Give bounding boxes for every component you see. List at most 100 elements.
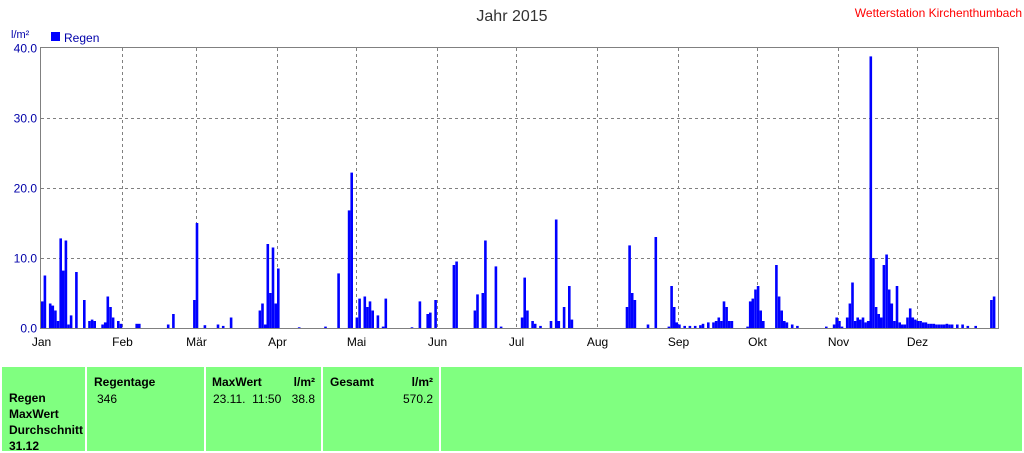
rain-bar	[722, 301, 726, 328]
rain-bar	[948, 324, 951, 328]
legend-label: Regen	[64, 31, 99, 45]
rain-bar	[347, 210, 351, 328]
rain-bar	[869, 56, 873, 329]
rain-bar	[838, 321, 841, 328]
maxwert-header: MaxWert	[212, 375, 262, 389]
rain-bar	[675, 322, 679, 328]
rain-bar	[885, 254, 888, 328]
rain-bar	[371, 310, 374, 328]
rain-bar	[825, 326, 828, 328]
rain-bar	[845, 317, 849, 328]
rain-bar	[832, 324, 836, 328]
rain-bar	[775, 265, 778, 328]
rain-bar	[777, 296, 781, 328]
plot-frame	[40, 47, 999, 329]
rain-bar	[476, 294, 479, 328]
rain-bar	[111, 317, 115, 328]
rain-bar	[630, 293, 634, 328]
rain-bar	[746, 326, 749, 328]
rain-bar	[43, 275, 47, 328]
rain-chart: Jahr 2015 Wetterstation Kirchenthumbach …	[11, 6, 1022, 349]
rain-bar	[853, 321, 857, 328]
rain-bar	[937, 324, 941, 328]
x-axis-ticks: Jan Feb Mär Apr Mai Jun Jul Aug Sep Okt Nov Dez	[32, 335, 928, 349]
rain-bar	[683, 325, 686, 328]
x-tick-label: Feb	[112, 335, 133, 349]
rain-bar	[473, 310, 477, 328]
x-tick-label: Dez	[907, 335, 928, 349]
rain-bar	[69, 315, 73, 328]
gesamt-unit: l/m²	[411, 375, 433, 389]
rain-bar	[570, 319, 574, 328]
rain-bar	[229, 317, 233, 328]
rain-bar	[410, 327, 414, 328]
rain-bar	[93, 321, 96, 328]
rain-bar	[714, 321, 718, 328]
rain-bar	[872, 258, 875, 328]
stats-row-labels: Regen MaxWert Durchschnitt 31.12	[2, 367, 85, 453]
rain-bar	[717, 317, 721, 328]
x-tick-label: Apr	[268, 335, 287, 349]
rain-bar	[966, 325, 970, 328]
rain-bar	[429, 312, 432, 328]
y-axis-unit: l/m²	[11, 29, 30, 41]
rain-bar	[101, 324, 104, 328]
rain-bar	[882, 265, 886, 328]
rain-bar	[557, 321, 561, 328]
rain-bar	[940, 324, 943, 328]
rain-bar	[523, 277, 526, 328]
rain-bar	[974, 325, 977, 328]
rain-bar	[903, 324, 907, 328]
rain-bar	[727, 321, 731, 328]
rain-bar	[887, 289, 891, 328]
rain-bar	[908, 308, 912, 328]
rain-bar	[895, 286, 899, 328]
maxwert-unit: l/m²	[293, 375, 315, 389]
rain-bar	[54, 310, 57, 328]
rain-bar	[942, 324, 946, 328]
rain-bar	[898, 322, 901, 328]
x-tick-label: Aug	[587, 335, 608, 349]
rain-bar	[932, 323, 936, 328]
rain-bar	[138, 323, 141, 328]
rain-bar	[699, 325, 702, 328]
rain-bar	[906, 317, 909, 328]
rain-bar	[88, 321, 91, 328]
y-tick-label: 0.0	[20, 322, 37, 336]
regentage-header: Regentage	[94, 375, 156, 389]
rain-bar	[707, 322, 710, 328]
stats-regentage: Regentage 346	[87, 367, 204, 451]
rain-bar	[935, 324, 938, 328]
stats-empty-area	[441, 367, 1022, 451]
rain-bar	[274, 303, 277, 328]
rain-bar	[350, 172, 353, 328]
rain-bar	[539, 325, 542, 328]
rain-bar	[914, 319, 917, 328]
legend-swatch	[51, 32, 60, 41]
grid	[41, 48, 998, 328]
rain-bar	[922, 322, 925, 328]
rain-bar	[384, 298, 388, 328]
rain-bar	[455, 261, 458, 328]
rain-bar	[893, 321, 896, 328]
rain-bar	[633, 300, 637, 328]
rain-bar	[866, 321, 870, 328]
rain-bar	[166, 324, 170, 328]
rain-bar	[961, 324, 964, 328]
rain-bar	[481, 293, 485, 328]
rain-bar	[119, 323, 123, 328]
row-label-regen: Regen	[9, 391, 46, 405]
rain-bar	[426, 314, 429, 328]
rain-bar	[277, 268, 280, 328]
rain-bar	[568, 286, 571, 328]
rain-bar	[526, 310, 529, 328]
rain-bar	[701, 323, 705, 328]
rain-bar	[783, 321, 786, 328]
rain-bar	[56, 321, 60, 328]
rain-bar	[919, 321, 922, 328]
rain-bar	[117, 321, 120, 328]
rain-bar	[554, 219, 558, 328]
rain-bar	[693, 325, 697, 328]
stats-maxwert: MaxWert l/m² 23.11. 11:50 38.8	[206, 367, 321, 451]
rain-bar	[796, 325, 799, 328]
